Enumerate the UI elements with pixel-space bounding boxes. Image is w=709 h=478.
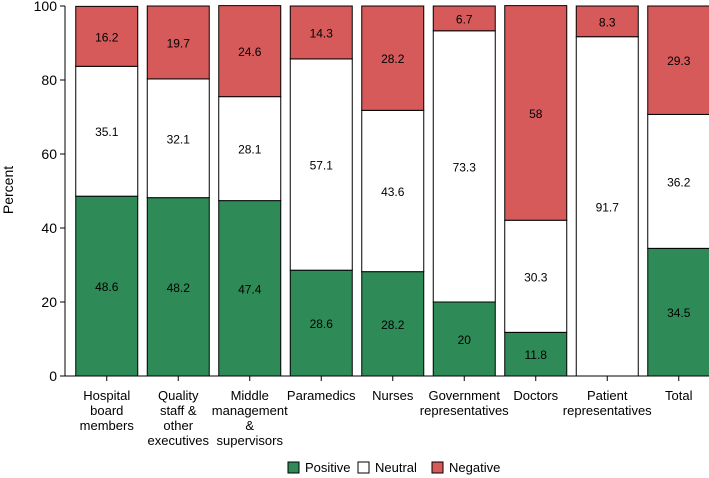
data-label: 30.3 — [524, 270, 548, 284]
y-axis: 0 20 40 60 80 100 — [34, 0, 66, 384]
x-tick-label: Paramedics — [287, 388, 356, 403]
bar-segment-neutral — [218, 96, 282, 202]
y-tick-label: 40 — [41, 220, 57, 236]
x-tick-label: Nurses — [372, 388, 414, 403]
legend-label: Neutral — [375, 460, 417, 475]
legend-swatch-neutral — [357, 461, 370, 474]
bar-segment-neutral — [504, 219, 568, 333]
bar-segment-neutral — [361, 109, 425, 273]
x-tick-label: supervisors — [217, 433, 284, 448]
x-tick-label: members — [80, 418, 135, 433]
data-label: 36.2 — [667, 175, 691, 189]
bar-segment-negative — [289, 5, 353, 60]
bar-segment-positive — [647, 247, 709, 377]
x-tick-label: management — [212, 403, 288, 418]
data-label: 73.3 — [453, 160, 477, 174]
data-label: 19.7 — [167, 36, 191, 50]
data-label: 28.1 — [238, 143, 262, 157]
x-tick-label: representatives — [563, 403, 652, 418]
legend: Positive Neutral Negative — [287, 460, 500, 475]
x-tick-label: representatives — [420, 403, 509, 418]
data-label: 47.4 — [238, 282, 262, 296]
data-label: 8.3 — [599, 15, 616, 29]
x-tick-label: & — [245, 418, 254, 433]
bar-segment-neutral — [75, 65, 139, 197]
data-label: 28.2 — [381, 318, 405, 332]
data-label: 14.3 — [310, 26, 334, 40]
x-tick-label: Hospital — [83, 388, 130, 403]
x-tick-label: Middle — [231, 388, 269, 403]
legend-label: Negative — [449, 460, 500, 475]
data-label: 20 — [458, 333, 472, 347]
y-tick-label: 20 — [41, 294, 57, 310]
x-tick-label: executives — [148, 433, 210, 448]
data-label: 24.6 — [238, 45, 262, 59]
bar-segment-neutral — [647, 113, 709, 249]
data-label: 28.2 — [381, 52, 405, 66]
bar-segment-neutral — [432, 30, 496, 303]
bar-segment-negative — [575, 5, 639, 38]
y-tick-label: 80 — [41, 72, 57, 88]
y-tick-label: 100 — [34, 0, 58, 14]
bar-segment-negative — [504, 5, 568, 221]
data-label: 32.1 — [167, 132, 191, 146]
x-tick-label: Doctors — [513, 388, 558, 403]
bar-segment-positive — [218, 200, 282, 377]
bar-segment-neutral — [146, 78, 210, 199]
x-tick-label: Patient — [587, 388, 628, 403]
y-tick-label: 0 — [49, 368, 57, 384]
y-tick-label: 60 — [41, 146, 57, 162]
data-label: 35.1 — [95, 125, 119, 139]
data-label: 57.1 — [310, 159, 334, 173]
data-label: 11.8 — [525, 348, 548, 362]
bar-segment-neutral — [575, 36, 639, 377]
legend-label: Positive — [305, 460, 351, 475]
bar-segment-negative — [432, 5, 496, 32]
x-tick-label: board — [90, 403, 123, 418]
bar-segment-negative — [361, 5, 425, 111]
x-tick-label: Quality — [158, 388, 199, 403]
data-label: 28.6 — [310, 317, 334, 331]
bar-segment-neutral — [289, 58, 353, 271]
bar-segment-negative — [75, 5, 139, 67]
bar-segment-negative — [647, 5, 709, 115]
legend-swatch-positive — [287, 461, 300, 474]
bar-segment-negative — [218, 5, 282, 98]
x-tick-label: staff & — [160, 403, 197, 418]
bars: 48.6 35.1 16.2 48.2 32.1 19.7 47.4 28.1 24.6 28.6… — [75, 5, 709, 377]
data-label: 58 — [529, 107, 543, 121]
bar-segment-positive — [432, 301, 496, 377]
data-label: 48.2 — [167, 281, 191, 295]
bar-segment-positive — [361, 271, 425, 377]
data-label: 29.3 — [667, 54, 691, 68]
x-tick-label: Total — [665, 388, 693, 403]
y-axis-label: Percent — [0, 166, 16, 214]
data-label: 6.7 — [456, 12, 473, 26]
bar-segment-positive — [289, 269, 353, 377]
data-label: 48.6 — [95, 280, 119, 294]
data-label: 34.5 — [667, 306, 691, 320]
bar-segment-negative — [146, 5, 210, 80]
data-label: 91.7 — [596, 200, 620, 214]
x-tick-label: Government — [428, 388, 500, 403]
data-label: 16.2 — [95, 30, 119, 44]
data-label: 43.6 — [381, 185, 405, 199]
x-tick-label: other — [163, 418, 193, 433]
legend-swatch-negative — [431, 461, 444, 474]
bar-segment-positive — [146, 197, 210, 377]
